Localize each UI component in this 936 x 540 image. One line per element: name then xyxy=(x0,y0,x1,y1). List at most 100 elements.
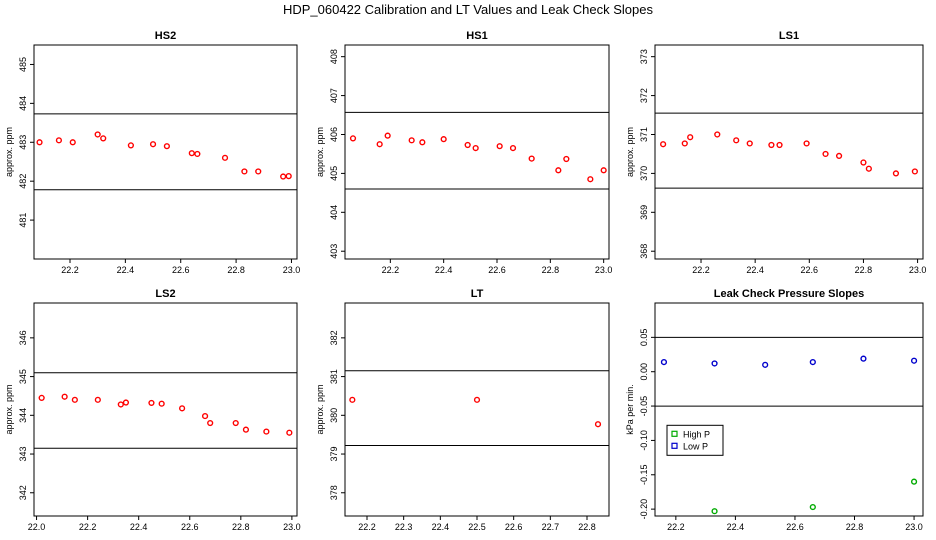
y-tick-label: 382 xyxy=(329,330,339,345)
x-tick-label: 22.3 xyxy=(395,522,413,532)
y-tick-label: 381 xyxy=(329,369,339,384)
data-point xyxy=(71,396,78,403)
data-point xyxy=(188,150,195,157)
data-point xyxy=(61,393,68,400)
y-tick-label: 368 xyxy=(639,244,649,259)
y-tick-label: 0.05 xyxy=(639,329,649,347)
y-axis-label: approx. ppm xyxy=(315,127,325,177)
chart-title: Leak Check Pressure Slopes xyxy=(714,288,864,300)
x-tick-label: 22.6 xyxy=(801,265,819,275)
data-point xyxy=(911,168,918,175)
plot-frame xyxy=(33,44,298,260)
chart-title: LT xyxy=(471,288,484,300)
data-point xyxy=(563,155,570,163)
data-point xyxy=(762,361,769,368)
y-tick-label: -0.05 xyxy=(639,396,649,417)
chart-panel-1: HS2 22.2 22.4 22.6 22.8 23.0 481 482 483 484 485 ap… xyxy=(4,30,300,275)
y-tick-label: 372 xyxy=(639,88,649,103)
x-tick-label: 22.2 xyxy=(382,265,400,275)
y-axis-label: kPa per min. xyxy=(625,384,635,435)
x-tick-label: 22.4 xyxy=(432,522,450,532)
x-tick-label: 22.8 xyxy=(227,265,245,275)
x-tick-label: 22.4 xyxy=(435,265,453,275)
data-point xyxy=(711,508,718,515)
x-tick-label: 22.6 xyxy=(488,265,506,275)
y-tick-label: 378 xyxy=(329,485,339,500)
y-tick-label: 380 xyxy=(329,408,339,423)
data-point xyxy=(255,168,262,175)
data-point xyxy=(803,140,810,147)
data-point xyxy=(178,405,186,412)
data-point xyxy=(910,478,918,485)
y-tick-label: 343 xyxy=(18,447,28,462)
data-point xyxy=(600,167,607,174)
data-point xyxy=(149,141,157,148)
y-tick-label: 379 xyxy=(329,447,339,462)
data-point xyxy=(117,401,124,408)
legend-swatch xyxy=(671,430,678,437)
data-point xyxy=(711,360,718,367)
data-point xyxy=(100,135,107,142)
data-point xyxy=(809,503,816,511)
data-point xyxy=(207,419,214,427)
data-point xyxy=(440,136,447,143)
data-point xyxy=(94,396,101,403)
data-point xyxy=(776,141,783,149)
y-tick-label: 346 xyxy=(18,330,28,345)
legend-swatch xyxy=(671,442,678,449)
data-point xyxy=(36,139,43,146)
y-tick-label: 373 xyxy=(639,49,649,64)
data-point xyxy=(242,426,250,433)
data-point xyxy=(201,412,209,420)
chart-panel-4: LS2 22.0 22.2 22.4 22.6 22.8 23.0 342 343 344 345 3… xyxy=(4,288,301,532)
data-point xyxy=(687,134,694,141)
data-point xyxy=(376,141,383,148)
data-point xyxy=(660,141,667,148)
y-tick-label: -0.20 xyxy=(639,499,649,520)
data-point xyxy=(127,142,134,149)
data-point xyxy=(473,396,481,403)
data-point xyxy=(280,173,287,180)
y-tick-label: 407 xyxy=(329,88,339,103)
x-tick-label: 22.6 xyxy=(505,522,523,532)
data-point xyxy=(241,168,248,175)
x-tick-label: 22.6 xyxy=(786,522,804,532)
data-point xyxy=(509,145,517,152)
y-tick-label: 405 xyxy=(329,166,339,181)
chart-panel-6: Leak Check Pressure Slopes 22.2 22.4 22.6 22… xyxy=(625,288,924,532)
y-tick-label: -0.15 xyxy=(639,465,649,486)
data-point xyxy=(660,358,668,366)
x-tick-label: 22.7 xyxy=(542,522,560,532)
x-tick-label: 22.0 xyxy=(28,522,46,532)
x-tick-label: 23.0 xyxy=(283,265,301,275)
data-point xyxy=(528,155,535,162)
y-tick-label: 481 xyxy=(18,213,28,228)
data-point xyxy=(38,394,45,401)
data-point xyxy=(69,139,76,146)
chart-title: HS1 xyxy=(466,30,487,42)
data-point xyxy=(384,132,391,139)
data-point xyxy=(158,400,165,407)
data-point xyxy=(349,396,356,403)
data-point xyxy=(860,355,867,362)
legend-box xyxy=(666,424,724,456)
chart-title: HS2 xyxy=(155,30,176,42)
plot-frame xyxy=(33,302,298,517)
y-axis-label: approx. ppm xyxy=(4,384,14,434)
data-point xyxy=(681,140,688,147)
chart-title: LS2 xyxy=(155,288,175,300)
chart-panel-3: LS1 22.2 22.4 22.6 22.8 23.0 368 369 370 371 372 37… xyxy=(625,30,926,275)
y-tick-label: 369 xyxy=(639,205,649,220)
x-tick-label: 22.8 xyxy=(578,522,596,532)
data-point xyxy=(733,137,740,144)
y-tick-label: 482 xyxy=(18,174,28,189)
plot-frame xyxy=(344,44,610,260)
y-axis-label: approx. ppm xyxy=(4,127,14,177)
x-tick-label: 22.8 xyxy=(542,265,560,275)
x-tick-label: 22.4 xyxy=(130,522,148,532)
x-tick-label: 22.4 xyxy=(117,265,135,275)
x-tick-label: 22.8 xyxy=(846,522,864,532)
y-axis-label: approx. ppm xyxy=(625,127,635,177)
data-point xyxy=(746,140,753,147)
